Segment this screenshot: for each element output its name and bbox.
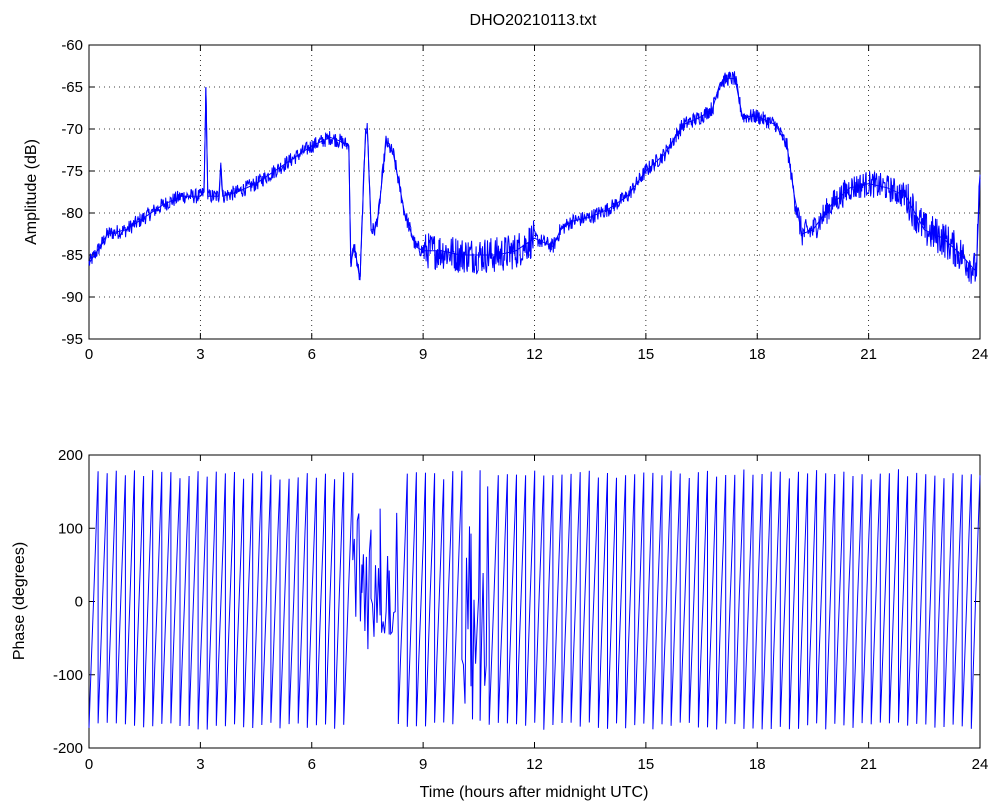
phase-xtick-label: 3 [196, 756, 204, 773]
figure-title: DHO20210113.txt [470, 12, 597, 29]
amplitude-ytick-label: -60 [61, 37, 83, 54]
phase-series [88, 469, 981, 730]
phase-ylabel: Phase (degrees) [11, 542, 28, 660]
phase-xtick-label: 15 [638, 756, 655, 773]
phase-xtick-label: 24 [972, 756, 989, 773]
phase-xtick-label: 6 [308, 756, 316, 773]
amplitude-ytick-label: -85 [61, 247, 83, 264]
phase-xlabel: Time (hours after midnight UTC) [420, 784, 649, 801]
amplitude-xtick-label: 12 [526, 346, 543, 363]
phase-xtick-label: 18 [749, 756, 766, 773]
amplitude-series [88, 70, 981, 284]
amplitude-axes: 0 3 6 9 12 15 18 21 24 -95 -90 -85 -80 -75 -70 -65 -60 A… [23, 37, 988, 363]
phase-ytick-label: 200 [58, 447, 83, 464]
phase-ytick-label: 0 [75, 594, 83, 611]
phase-xtick-label: 0 [85, 756, 93, 773]
amplitude-ytick-label: -95 [61, 331, 83, 348]
phase-line [88, 469, 981, 730]
amplitude-ytick-label: -90 [61, 289, 83, 306]
amplitude-line-noise [88, 70, 981, 284]
phase-ytick-label: -200 [53, 740, 83, 757]
amplitude-xtick-label: 18 [749, 346, 766, 363]
amplitude-xtick-label: 3 [196, 346, 204, 363]
amplitude-ylabel: Amplitude (dB) [23, 139, 40, 245]
amplitude-xtick-label: 15 [638, 346, 655, 363]
amplitude-xtick-label: 9 [419, 346, 427, 363]
amplitude-ytick-label: -80 [61, 205, 83, 222]
amplitude-ytick-label: -65 [61, 79, 83, 96]
amplitude-line [88, 78, 981, 281]
amplitude-grid [89, 45, 980, 339]
amplitude-ytick-label: -70 [61, 121, 83, 138]
phase-xtick-label: 9 [419, 756, 427, 773]
amplitude-ytick-label: -75 [61, 163, 83, 180]
phase-xtick-label: 21 [860, 756, 877, 773]
phase-ytick-label: -100 [53, 667, 83, 684]
amplitude-xtick-label: 0 [85, 346, 93, 363]
phase-axes: 0 3 6 9 12 15 18 21 24 -200 -100 0 100 200 Phase (deg… [11, 447, 988, 801]
phase-ytick-label: 100 [58, 520, 83, 537]
amplitude-xtick-label: 21 [860, 346, 877, 363]
amplitude-ticks: 0 3 6 9 12 15 18 21 24 -95 -90 -85 -80 -75 -70 -65 -60 [61, 37, 988, 363]
phase-ticks: 0 3 6 9 12 15 18 21 24 -200 -100 0 100 200 [53, 447, 988, 773]
phase-xtick-label: 12 [526, 756, 543, 773]
amplitude-xtick-label: 6 [308, 346, 316, 363]
amplitude-xtick-label: 24 [972, 346, 989, 363]
